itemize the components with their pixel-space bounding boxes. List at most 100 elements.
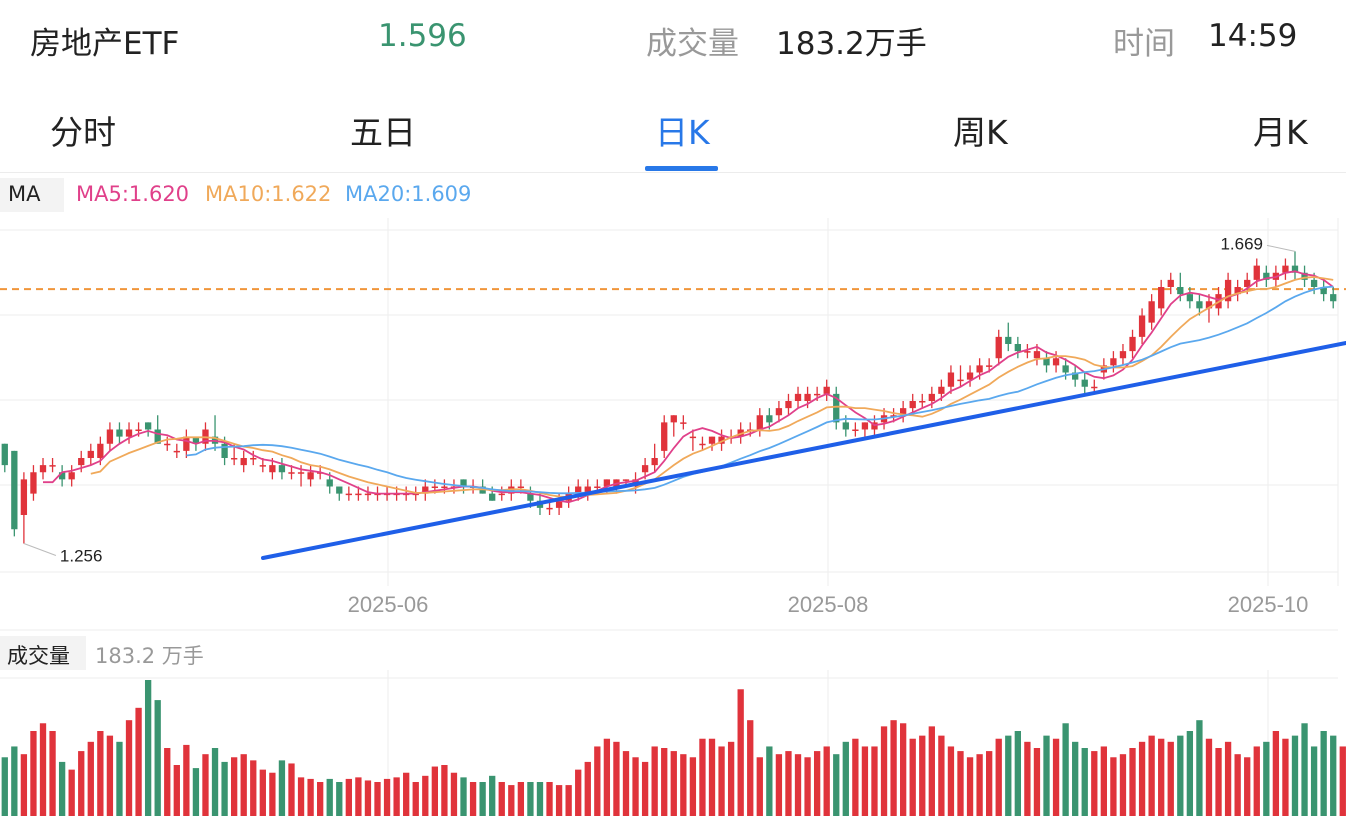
candle-body — [1033, 351, 1041, 359]
volume-bar — [164, 748, 171, 816]
period-tabs: 分时 五日 日K 周K 月K — [0, 90, 1346, 173]
volume-bar — [1320, 731, 1327, 816]
high-annotation-label: 1.669 — [1220, 234, 1263, 253]
volume-bar — [326, 778, 333, 816]
candle-body — [517, 486, 525, 488]
volume-bar — [441, 765, 448, 816]
candle-body — [1014, 344, 1021, 352]
volume-bar — [1024, 741, 1031, 816]
volume-bar — [1100, 746, 1108, 816]
volume-bar — [498, 782, 505, 816]
candle-body — [498, 493, 505, 496]
volume-bar — [230, 757, 238, 816]
volume-bar — [747, 720, 754, 816]
volume-bar — [622, 751, 630, 816]
volume-bar — [450, 772, 458, 816]
candle-body — [861, 422, 869, 430]
candle-body — [804, 393, 811, 401]
volume-bar — [49, 731, 56, 816]
volume-bar — [1177, 735, 1184, 816]
tab-five-day[interactable]: 五日 — [350, 113, 416, 152]
volume-bar — [1129, 748, 1136, 816]
volume-bar — [861, 746, 869, 816]
candle-body — [1005, 336, 1012, 344]
volume-bar — [1205, 738, 1213, 816]
candle-body — [1244, 279, 1251, 287]
volume-bar — [1043, 735, 1050, 816]
volume-bar — [766, 746, 773, 816]
volume-bar — [1272, 731, 1280, 816]
candle-body — [1119, 351, 1127, 359]
candle-body — [1138, 315, 1146, 337]
tab-intraday[interactable]: 分时 — [50, 113, 116, 152]
candle-body — [1148, 301, 1155, 323]
volume-bar — [403, 772, 410, 816]
volume-bar — [97, 731, 104, 816]
ma20-line — [186, 285, 1334, 495]
candle-body — [1091, 386, 1098, 389]
candle-body — [1072, 372, 1079, 380]
low-annotation-label: 1.256 — [60, 547, 103, 566]
candle-body — [116, 429, 123, 437]
candle-body — [326, 479, 333, 487]
volume-bar — [240, 754, 247, 816]
volume-bar — [1091, 751, 1098, 816]
candle-body — [928, 393, 935, 401]
candle-body — [833, 393, 840, 423]
volume-bar — [288, 763, 295, 816]
candle-body — [813, 393, 821, 396]
ma10-value: MA10:1.622 — [205, 182, 332, 206]
volume-indicator-selector[interactable]: 成交量 — [0, 636, 86, 670]
ma-indicator-selector[interactable]: MA — [0, 178, 64, 212]
volume-bar — [833, 754, 840, 816]
volume-bar — [1119, 754, 1127, 816]
volume-bar — [1310, 746, 1318, 816]
candle-body — [1110, 358, 1117, 366]
candle-body — [976, 365, 983, 373]
candle-body — [1177, 287, 1184, 295]
candle-body — [842, 422, 849, 430]
candle-body — [221, 443, 228, 458]
ma5-value: MA5:1.620 — [76, 182, 190, 206]
volume-bar — [30, 731, 37, 816]
candle-body — [278, 465, 286, 473]
candle-body — [1081, 379, 1088, 387]
candle-body — [1205, 301, 1213, 309]
candle-body — [355, 493, 362, 496]
tab-daily-k[interactable]: 日K — [655, 113, 710, 152]
candle-body — [30, 472, 37, 494]
volume-bar — [1196, 720, 1203, 816]
volume-bar — [78, 751, 85, 816]
candle-body — [135, 429, 142, 431]
candle-body — [11, 450, 18, 530]
candle-body — [125, 429, 133, 437]
volume-bar — [125, 720, 133, 816]
candle-body — [527, 493, 534, 501]
tab-weekly-k[interactable]: 周K — [953, 113, 1008, 152]
candle-body — [1052, 358, 1060, 366]
candle-body — [297, 472, 305, 474]
candle-body — [584, 486, 591, 494]
active-tab-underline — [645, 166, 718, 171]
volume-bar — [364, 780, 372, 816]
volume-bar — [68, 769, 75, 816]
candle-body — [852, 429, 859, 431]
volume-bar — [517, 782, 525, 816]
ma10-line — [90, 276, 1334, 499]
volume-bar — [336, 782, 343, 816]
volume-bar — [699, 738, 706, 816]
volume-bar — [11, 746, 18, 816]
candle-body — [441, 486, 448, 488]
candle-body — [966, 372, 974, 380]
volume-bar — [1052, 738, 1060, 816]
candle-body — [230, 458, 238, 460]
x-tick-label: 2025-08 — [788, 592, 869, 617]
volume-bar — [1014, 731, 1021, 816]
candle-body — [1282, 265, 1289, 273]
tab-monthly-k[interactable]: 月K — [1253, 113, 1308, 152]
candle-body — [1263, 272, 1270, 280]
candle-body — [259, 465, 266, 467]
candle-body — [708, 436, 716, 444]
volume-bar — [871, 746, 878, 816]
